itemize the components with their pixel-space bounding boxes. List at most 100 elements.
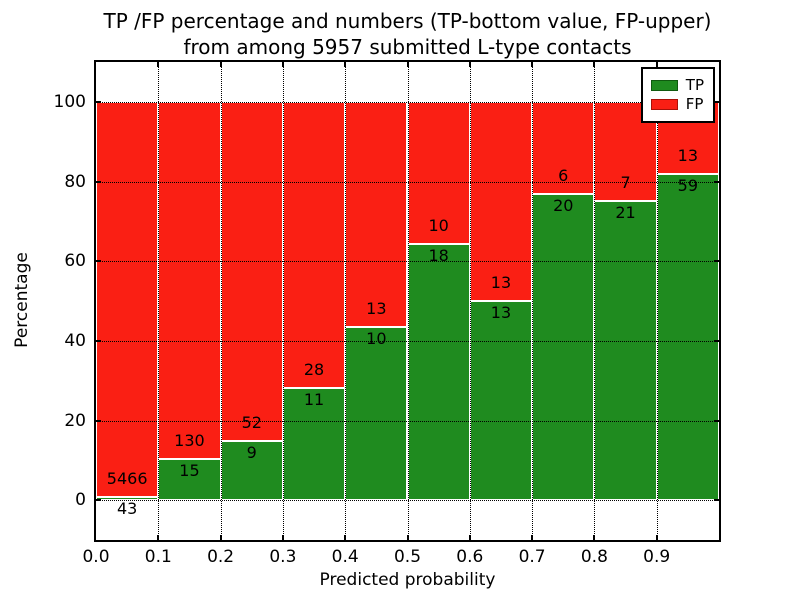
chart-title-line-1: TP /FP percentage and numbers (TP-bottom…	[103, 9, 712, 33]
x-tick-mark	[655, 535, 658, 540]
fp-bar-segment	[158, 101, 221, 459]
tp-bar-segment	[532, 193, 595, 501]
horizontal-gridline	[96, 181, 719, 183]
y-tick-mark	[96, 339, 101, 342]
y-tick-label: 0	[75, 490, 86, 511]
y-tick-mark	[96, 499, 101, 502]
x-tick-mark	[655, 62, 658, 67]
tp-count-label: 59	[677, 175, 699, 195]
chart-title-line-2: from among 5957 submitted L-type contact…	[183, 35, 632, 59]
x-tick-mark	[344, 535, 347, 540]
vertical-gridline	[158, 62, 160, 540]
x-tick-label: 0.9	[643, 547, 671, 567]
y-tick-mark	[96, 419, 101, 422]
horizontal-gridline	[96, 500, 719, 502]
vertical-gridline	[594, 62, 596, 540]
x-tick-mark	[157, 62, 160, 67]
y-tick-mark	[714, 419, 719, 422]
x-tick-label: 0.0	[82, 547, 110, 567]
fp-bar-segment	[407, 101, 470, 245]
tp-legend-label: TP	[685, 76, 704, 94]
tp-count-label: 13	[490, 303, 512, 322]
x-tick-mark	[344, 62, 347, 67]
tp-count-label: 15	[179, 460, 200, 480]
fp-count-label: 13	[677, 145, 699, 165]
chart-title: TP /FP percentage and numbers (TP-bottom…	[96, 8, 719, 60]
fp-legend-label: FP	[685, 95, 704, 113]
fp-count-label: 5466	[106, 469, 148, 489]
x-tick-mark	[219, 62, 222, 67]
horizontal-gridline	[96, 101, 719, 103]
fp-bar-segment	[282, 101, 346, 388]
fp-count-label: 13	[490, 273, 512, 292]
horizontal-gridline	[96, 420, 719, 422]
horizontal-gridline	[96, 261, 719, 263]
y-tick-label: 100	[53, 91, 86, 112]
tp-count-label: 18	[428, 246, 449, 266]
fp-count-label: 7	[620, 173, 631, 193]
tp-bar-segment	[158, 458, 221, 501]
y-tick-label: 40	[64, 330, 86, 351]
vertical-gridline	[532, 62, 534, 540]
x-tick-mark	[406, 535, 409, 540]
x-tick-mark	[531, 535, 534, 540]
x-tick-label: 0.3	[269, 547, 297, 567]
fp-count-label: 6	[558, 165, 569, 185]
plot-area: TP FP 5466 43 130 15 52 9 28 11 13 10 10 18 13 13 6 20 7…	[94, 60, 721, 542]
vertical-gridline	[282, 62, 284, 540]
y-tick-mark	[714, 180, 719, 183]
tp-bar-segment	[345, 326, 408, 501]
x-tick-label: 0.1	[144, 547, 172, 567]
x-tick-label: 0.4	[331, 547, 359, 567]
fp-count-label: 130	[174, 430, 205, 450]
x-tick-mark	[468, 535, 471, 540]
y-tick-mark	[714, 260, 719, 263]
fp-count-label: 10	[428, 216, 449, 236]
tp-bar-segment	[407, 244, 470, 501]
x-tick-label: 0.5	[393, 547, 422, 567]
fp-bar-segment	[345, 101, 408, 327]
tp-bar-segment	[282, 387, 346, 501]
x-tick-mark	[531, 62, 534, 67]
tp-count-label: 9	[246, 443, 257, 463]
x-tick-label: 0.2	[207, 547, 235, 567]
vertical-gridline	[220, 62, 222, 540]
y-tick-label: 60	[64, 251, 86, 272]
x-tick-mark	[281, 535, 284, 540]
vertical-gridline	[345, 62, 347, 540]
vertical-gridline	[469, 62, 471, 540]
y-tick-mark	[714, 339, 719, 342]
y-tick-label: 20	[64, 410, 86, 431]
y-tick-mark	[96, 180, 101, 183]
horizontal-gridline	[96, 340, 719, 342]
tp-bar-segment	[469, 301, 533, 501]
fp-bar-segment	[220, 101, 283, 442]
fp-count-label: 52	[241, 413, 262, 433]
x-tick-mark	[593, 62, 596, 67]
x-axis-label: Predicted probability	[319, 570, 496, 590]
y-tick-mark	[96, 260, 101, 263]
vertical-gridline	[656, 62, 658, 540]
legend: TP FP	[640, 67, 715, 123]
x-tick-label: 0.6	[456, 547, 484, 567]
legend-item-tp: TP	[650, 76, 704, 94]
x-tick-label: 0.7	[518, 547, 546, 567]
vertical-gridline	[407, 62, 409, 540]
tp-count-label: 43	[116, 499, 138, 519]
y-tick-mark	[714, 499, 719, 502]
fp-count-label: 28	[303, 359, 325, 379]
x-tick-mark	[281, 62, 284, 67]
tp-bar-segment	[96, 497, 159, 501]
tp-count-label: 20	[553, 195, 574, 215]
x-tick-mark	[468, 62, 471, 67]
y-tick-mark	[96, 100, 101, 103]
y-tick-mark	[714, 100, 719, 103]
y-tick-label: 80	[64, 171, 86, 192]
tp-bar-segment	[594, 201, 657, 501]
x-tick-mark	[406, 62, 409, 67]
tp-count-label: 11	[303, 389, 325, 409]
y-axis-label: Percentage	[12, 252, 32, 348]
tp-bar-segment	[656, 173, 719, 501]
x-tick-mark	[157, 535, 160, 540]
